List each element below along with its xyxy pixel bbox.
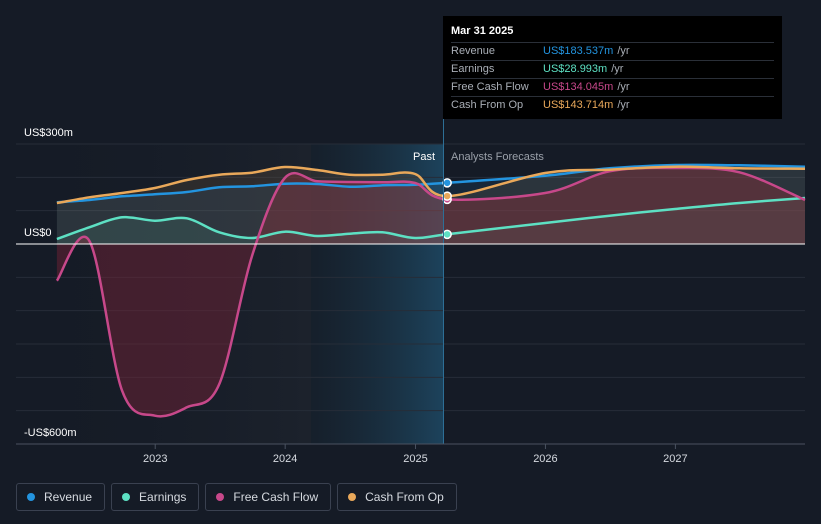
- legend-item-earnings[interactable]: Earnings: [111, 483, 200, 511]
- revenue-line: [56, 163, 806, 204]
- tooltip-date: Mar 31 2025: [451, 25, 514, 37]
- legend-item-cash-from-op[interactable]: Cash From Op: [337, 483, 457, 511]
- earnings-line: [56, 196, 806, 241]
- earnings-area: [56, 198, 805, 244]
- legend: Revenue Earnings Free Cash Flow Cash Fro…: [16, 483, 457, 511]
- tooltip-row-revenue: Revenue US$183.537m /yr: [451, 42, 774, 60]
- legend-item-free-cash-flow[interactable]: Free Cash Flow: [205, 483, 332, 511]
- tooltip-unit: /yr: [617, 99, 630, 111]
- tooltip-row-cash-from-op: Cash From Op US$143.714m /yr: [451, 96, 774, 114]
- legend-label: Earnings: [139, 490, 187, 504]
- tooltip-value: US$134.045m: [543, 81, 614, 93]
- tooltip-label: Earnings: [451, 63, 495, 75]
- legend-dot-icon: [348, 493, 357, 501]
- y-tick-label: -US$600m: [24, 427, 77, 439]
- tooltip-unit: /yr: [617, 45, 630, 57]
- x-tick-label: 2023: [143, 453, 167, 465]
- tooltip: Mar 31 2025 Revenue US$183.537m /yr Earn…: [443, 16, 782, 119]
- legend-item-revenue[interactable]: Revenue: [16, 483, 106, 511]
- revenue-area: [56, 164, 805, 244]
- tooltip-row-earnings: Earnings US$28.993m /yr: [451, 60, 774, 78]
- x-tick-label: 2024: [273, 453, 297, 465]
- legend-dot-icon: [216, 493, 225, 501]
- past-selected-region: [311, 144, 444, 444]
- tooltip-label: Cash From Op: [451, 99, 524, 111]
- tooltip-unit: /yr: [617, 81, 630, 93]
- tooltip-value: US$143.714m: [543, 99, 614, 111]
- past-label: Past: [413, 151, 435, 163]
- legend-dot-icon: [27, 493, 35, 501]
- tooltip-value: US$183.537m: [543, 45, 614, 57]
- earnings-point: [442, 229, 452, 240]
- legend-label: Cash From Op: [365, 490, 444, 504]
- tooltip-label: Revenue: [451, 45, 496, 57]
- y-tick-label: US$0: [24, 227, 52, 239]
- revenue-point: [442, 178, 452, 188]
- forecast-label: Analysts Forecasts: [451, 151, 544, 163]
- tooltip-unit: /yr: [611, 63, 624, 75]
- x-tick-label: 2027: [663, 453, 687, 465]
- y-tick-label: US$300m: [24, 127, 73, 139]
- x-tick-label: 2025: [403, 453, 427, 465]
- x-tick-label: 2026: [533, 453, 557, 465]
- legend-dot-icon: [122, 493, 131, 501]
- cash-from-op-point: [442, 191, 452, 201]
- legend-label: Free Cash Flow: [233, 490, 319, 504]
- tooltip-label: Free Cash Flow: [451, 81, 529, 93]
- cash-from-op-line: [56, 165, 806, 205]
- free-cash-flow-area: [56, 167, 805, 417]
- legend-label: Revenue: [44, 490, 93, 504]
- tooltip-value: US$28.993m: [543, 63, 608, 75]
- tooltip-row-free-cash-flow: Free Cash Flow US$134.045m /yr: [451, 78, 774, 96]
